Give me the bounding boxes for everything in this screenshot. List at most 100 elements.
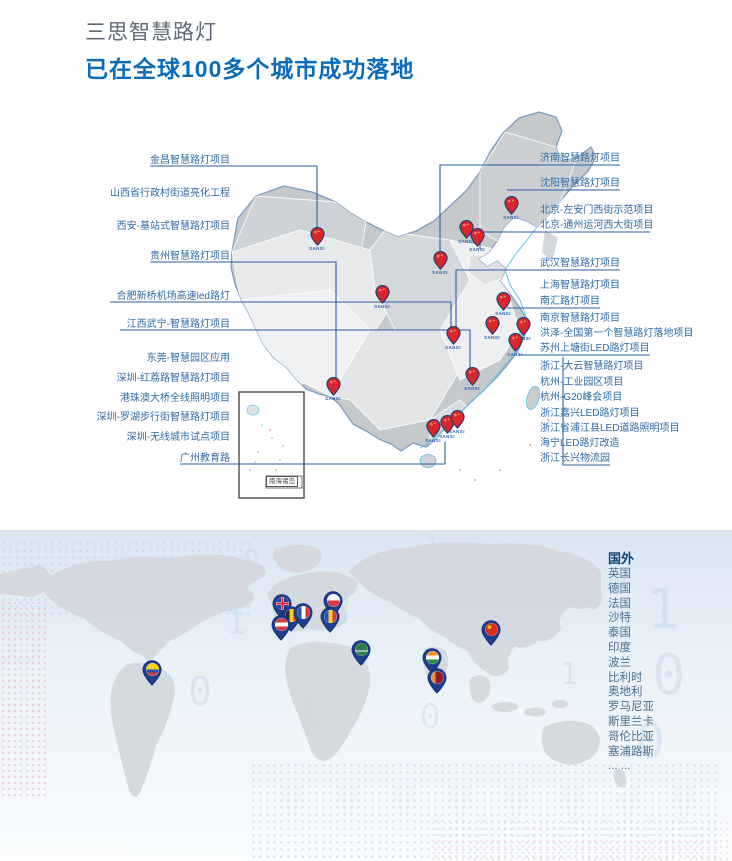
- project-label-text: 南京智慧路灯项目: [540, 313, 620, 324]
- project-label-text: 浙江省浦江县LED道路照明项目: [540, 423, 680, 434]
- pin-glyph: [515, 317, 531, 336]
- pin-glyph: [425, 419, 441, 438]
- location-pin-icon: SANSI: [459, 367, 485, 392]
- location-pin-icon: SANSI: [464, 228, 490, 253]
- flag-icon: [326, 594, 340, 607]
- pin-glyph: [469, 228, 485, 247]
- project-label: 洪泽-全国第一个智慧路灯落地项目: [540, 328, 693, 339]
- location-pin-icon: SANSI: [510, 317, 536, 342]
- flag-icon: [145, 663, 159, 676]
- country-list-item: 法国: [608, 597, 631, 610]
- project-label-text: 沈阳智慧路灯项目: [540, 178, 620, 189]
- flag-icon: [430, 671, 444, 684]
- project-label: 北京-通州运河西大街项目: [540, 220, 653, 231]
- flag-icon: [484, 623, 498, 636]
- pin-caption: SANSI: [484, 335, 500, 340]
- pin-caption: SANSI: [507, 352, 523, 357]
- project-label: 上海智慧路灯项目: [540, 280, 620, 291]
- pin-caption: SANSI: [432, 270, 448, 275]
- decor-digit: 0: [420, 697, 441, 737]
- project-label-text: 洪泽-全国第一个智慧路灯落地项目: [540, 328, 694, 339]
- project-label: 南汇路灯项目: [540, 296, 600, 307]
- country-flag-pin-icon: [142, 660, 162, 686]
- pin-caption: SANSI: [449, 429, 465, 434]
- country-flag-pin-icon: [481, 620, 501, 646]
- location-pin-icon: SANSI: [304, 227, 330, 252]
- project-label-text: 武汉智慧路灯项目: [540, 258, 620, 269]
- country-list-item: ... ...: [608, 760, 631, 773]
- project-label: 深圳-罗湖步行街智慧路灯项目: [0, 412, 230, 423]
- decor-digit: 0: [188, 669, 213, 715]
- project-label-text: 金昌智慧路灯项目: [150, 155, 230, 166]
- location-pin-icon: SANSI: [440, 326, 466, 351]
- country-list-item: 英国: [608, 568, 631, 580]
- country-list-item: 印度: [608, 641, 631, 654]
- country-list-item: 波兰: [608, 656, 631, 669]
- project-label-text: 北京-左安门西街示范项目: [540, 205, 654, 216]
- country-flag-pin-icon: [427, 668, 447, 694]
- project-label: 山西省行政村街道亮化工程: [0, 188, 230, 199]
- pin-glyph: [458, 220, 474, 239]
- page-subtitle: 已在全球100多个城市成功落地: [85, 56, 415, 82]
- pin-caption: SANSI: [309, 246, 325, 251]
- foreign-list-title: 国外: [608, 551, 635, 566]
- project-label: 浙江省浦江县LED道路照明项目: [540, 423, 679, 434]
- project-label-text: 山西省行政村街道亮化工程: [110, 188, 230, 199]
- project-label: 浙江嘉兴LED路灯项目: [540, 408, 639, 419]
- decor-digit: 1: [226, 603, 247, 643]
- flag-icon: [354, 643, 368, 656]
- decor-digit: 1: [646, 577, 680, 642]
- location-pin-icon: SANSI: [434, 415, 460, 440]
- project-label: 合肥新桥机场高速led路灯: [0, 291, 230, 302]
- project-label: 杭州-G20峰会项目: [540, 392, 622, 403]
- location-pin-icon: SANSI: [444, 410, 470, 435]
- pin-caption: SANSI: [439, 434, 455, 439]
- project-label-text: 南汇路灯项目: [540, 296, 600, 307]
- country-flag-pin-icon: [351, 640, 371, 666]
- pin-caption: SANSI: [445, 345, 461, 350]
- project-label-text: 港珠澳大桥全线照明项目: [120, 393, 230, 404]
- pin-caption: SANSI: [458, 239, 474, 244]
- project-label-text: 西安-基站式智慧路灯项目: [116, 221, 230, 232]
- project-label-text: 深圳-无线城市试点项目: [126, 432, 230, 443]
- project-label-text: 浙江长兴物流园: [540, 453, 610, 464]
- country-list-item: 奥地利: [608, 686, 643, 699]
- decor-digit: 1: [560, 657, 579, 692]
- pin-glyph: [449, 410, 465, 429]
- location-pin-icon: SANSI: [427, 251, 453, 276]
- project-label: 西安-基站式智慧路灯项目: [0, 221, 230, 232]
- decor-digit: 0: [652, 643, 686, 708]
- project-label-text: 广州教育路: [180, 453, 230, 464]
- project-label-text: 贵州智慧路灯项目: [150, 251, 230, 262]
- country-list-item: 哥伦比亚: [608, 730, 654, 743]
- flag-icon: [323, 610, 337, 623]
- flag-icon: [296, 606, 310, 619]
- foreign-country-list: 英国 德国 法国 沙特 泰国 印度 波兰 比利时 奥地利 罗马尼亚 斯里兰卡 哥伦比亚 塞浦路斯 ... …: [608, 567, 654, 774]
- location-pin-icon: SANSI: [498, 196, 524, 221]
- project-label: 武汉智慧路灯项目: [540, 258, 620, 269]
- location-pin-icon: SANSI: [479, 316, 505, 341]
- location-pin-icon: SANSI: [320, 377, 346, 402]
- country-list-item: 斯里兰卡: [608, 715, 654, 728]
- project-label: 南京智慧路灯项目: [540, 313, 620, 324]
- project-label: 贵州智慧路灯项目: [0, 251, 230, 262]
- project-label-text: 杭州-G20峰会项目: [540, 392, 623, 403]
- country-list-item: 比利时: [608, 671, 643, 684]
- project-label: 海宁LED路灯改造: [540, 438, 619, 449]
- country-list-item: 沙特: [608, 612, 631, 625]
- location-pin-icon: SANSI: [453, 220, 479, 245]
- project-label: 港珠澳大桥全线照明项目: [0, 393, 230, 404]
- pin-caption: SANSI: [495, 311, 511, 316]
- location-pin-icon: SANSI: [490, 292, 516, 317]
- country-list-item: 泰国: [608, 627, 631, 640]
- project-label: 金昌智慧路灯项目: [0, 155, 230, 166]
- pin-glyph: [374, 285, 390, 304]
- pin-glyph: [495, 292, 511, 311]
- pin-glyph: [432, 251, 448, 270]
- pin-caption: SANSI: [374, 304, 390, 309]
- project-label-text: 北京-通州运河西大街项目: [540, 220, 654, 231]
- location-pin-icon: SANSI: [420, 419, 446, 444]
- project-label-text: 苏州上塘街LED路灯项目: [540, 343, 650, 354]
- project-label-text: 浙江-大云智慧路灯项目: [540, 361, 644, 372]
